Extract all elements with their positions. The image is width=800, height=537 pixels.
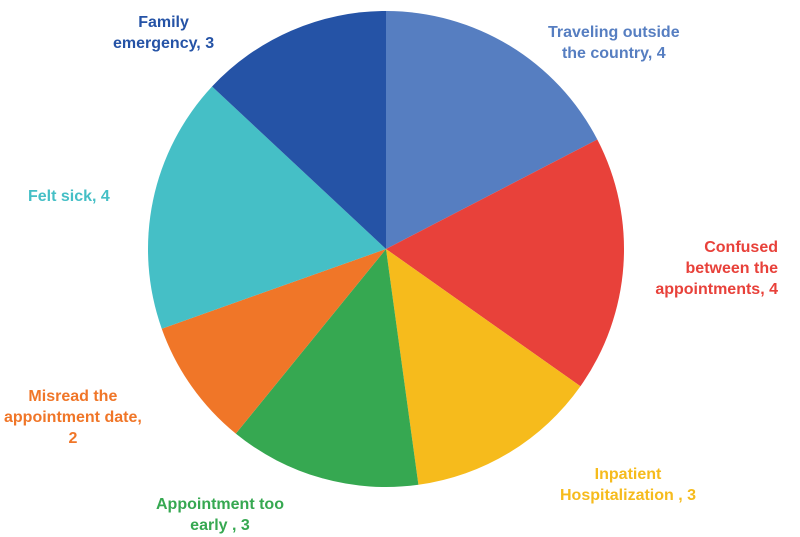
slice-label-early: Appointment too early , 3 bbox=[156, 496, 284, 534]
slice-label-traveling: Traveling outside the country, 4 bbox=[548, 24, 680, 62]
pie-slice-3 bbox=[235, 249, 419, 487]
slice-label-family: Family emergency, 3 bbox=[113, 14, 215, 52]
slice-label-felt-sick: Felt sick, 4 bbox=[28, 188, 110, 205]
slice-label-inpatient: Inpatient Hospitalization , 3 bbox=[560, 466, 697, 504]
pie-slice-5 bbox=[147, 86, 386, 329]
slice-label-misread: Misread the appointment date, 2 bbox=[4, 388, 142, 447]
pie-slice-6 bbox=[212, 11, 386, 249]
pie-slice-0 bbox=[386, 11, 598, 249]
slice-label-confused: Confused between the appointments, 4 bbox=[655, 239, 778, 298]
pie-slice-2 bbox=[386, 249, 581, 485]
pie-slice-4 bbox=[161, 249, 386, 434]
pie-slice-1 bbox=[386, 139, 625, 387]
